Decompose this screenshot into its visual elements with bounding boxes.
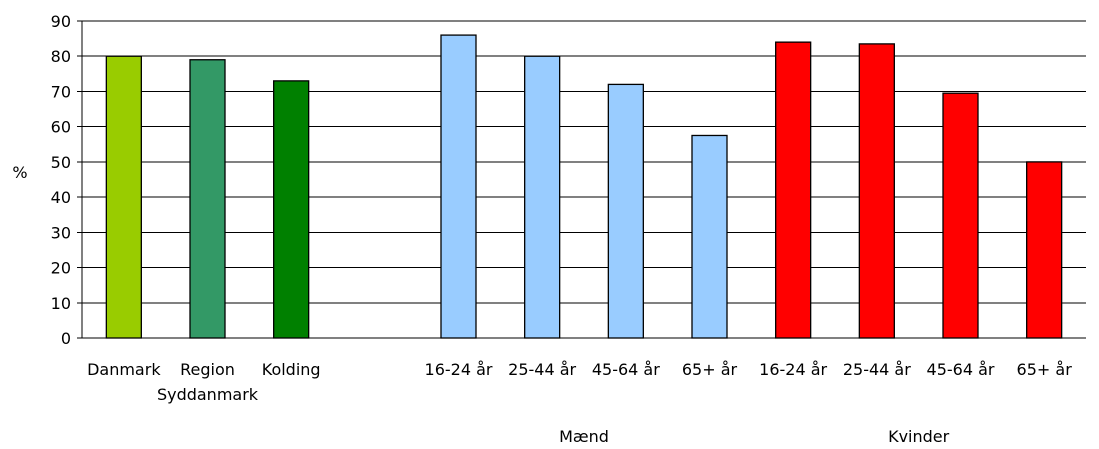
bar-kvinder-16-24-r — [775, 41, 812, 339]
x-tick-label: 65+ år — [682, 360, 738, 379]
gridlines — [82, 20, 1086, 339]
y-tick-label: 30 — [51, 223, 71, 242]
bars — [105, 34, 1063, 339]
bar-mnd-16-24-r — [440, 34, 477, 339]
y-axis-label: % — [12, 163, 27, 182]
y-tick-label: 0 — [61, 329, 71, 348]
x-tick-label: 25-44 år — [843, 360, 911, 379]
y-axis-ticks: 0 10 20 30 40 50 60 70 80 90 — [51, 12, 83, 348]
x-tick-label: 45-64 år — [927, 360, 995, 379]
group-labels: Mænd Kvinder — [559, 427, 950, 446]
x-tick-label: 16-24 år — [425, 360, 493, 379]
bar-kvinder-65-r — [1026, 161, 1063, 339]
group-label-mnd: Mænd — [559, 427, 609, 446]
x-tick-label: Region — [180, 360, 235, 379]
y-tick-label: 20 — [51, 259, 71, 278]
x-tick-label: 65+ år — [1017, 360, 1073, 379]
group-label-kvinder: Kvinder — [888, 427, 950, 446]
bar-region-syddanmark — [189, 59, 226, 339]
bar-mnd-65-r — [691, 134, 728, 339]
y-tick-label: 60 — [51, 118, 71, 137]
x-tick-label: 45-64 år — [592, 360, 660, 379]
y-tick-label: 40 — [51, 188, 71, 207]
bar-kvinder-45-64-r — [942, 92, 979, 339]
x-tick-label: Danmark — [87, 360, 161, 379]
x-tick-label: 25-44 år — [508, 360, 576, 379]
y-tick-label: 90 — [51, 12, 71, 31]
bar-danmark — [105, 55, 142, 339]
x-tick-label: Kolding — [262, 360, 321, 379]
bar-kvinder-25-44-r — [858, 43, 895, 339]
bar-mnd-25-44-r — [524, 55, 561, 339]
y-tick-label: 10 — [51, 294, 71, 313]
x-tick-label: 16-24 år — [759, 360, 827, 379]
y-tick-label: 70 — [51, 82, 71, 101]
bar-kolding — [273, 80, 310, 339]
y-tick-label: 80 — [51, 47, 71, 66]
x-tick-label: Syddanmark — [157, 385, 259, 404]
bar-mnd-45-64-r — [607, 83, 644, 339]
y-tick-label: 50 — [51, 153, 71, 172]
